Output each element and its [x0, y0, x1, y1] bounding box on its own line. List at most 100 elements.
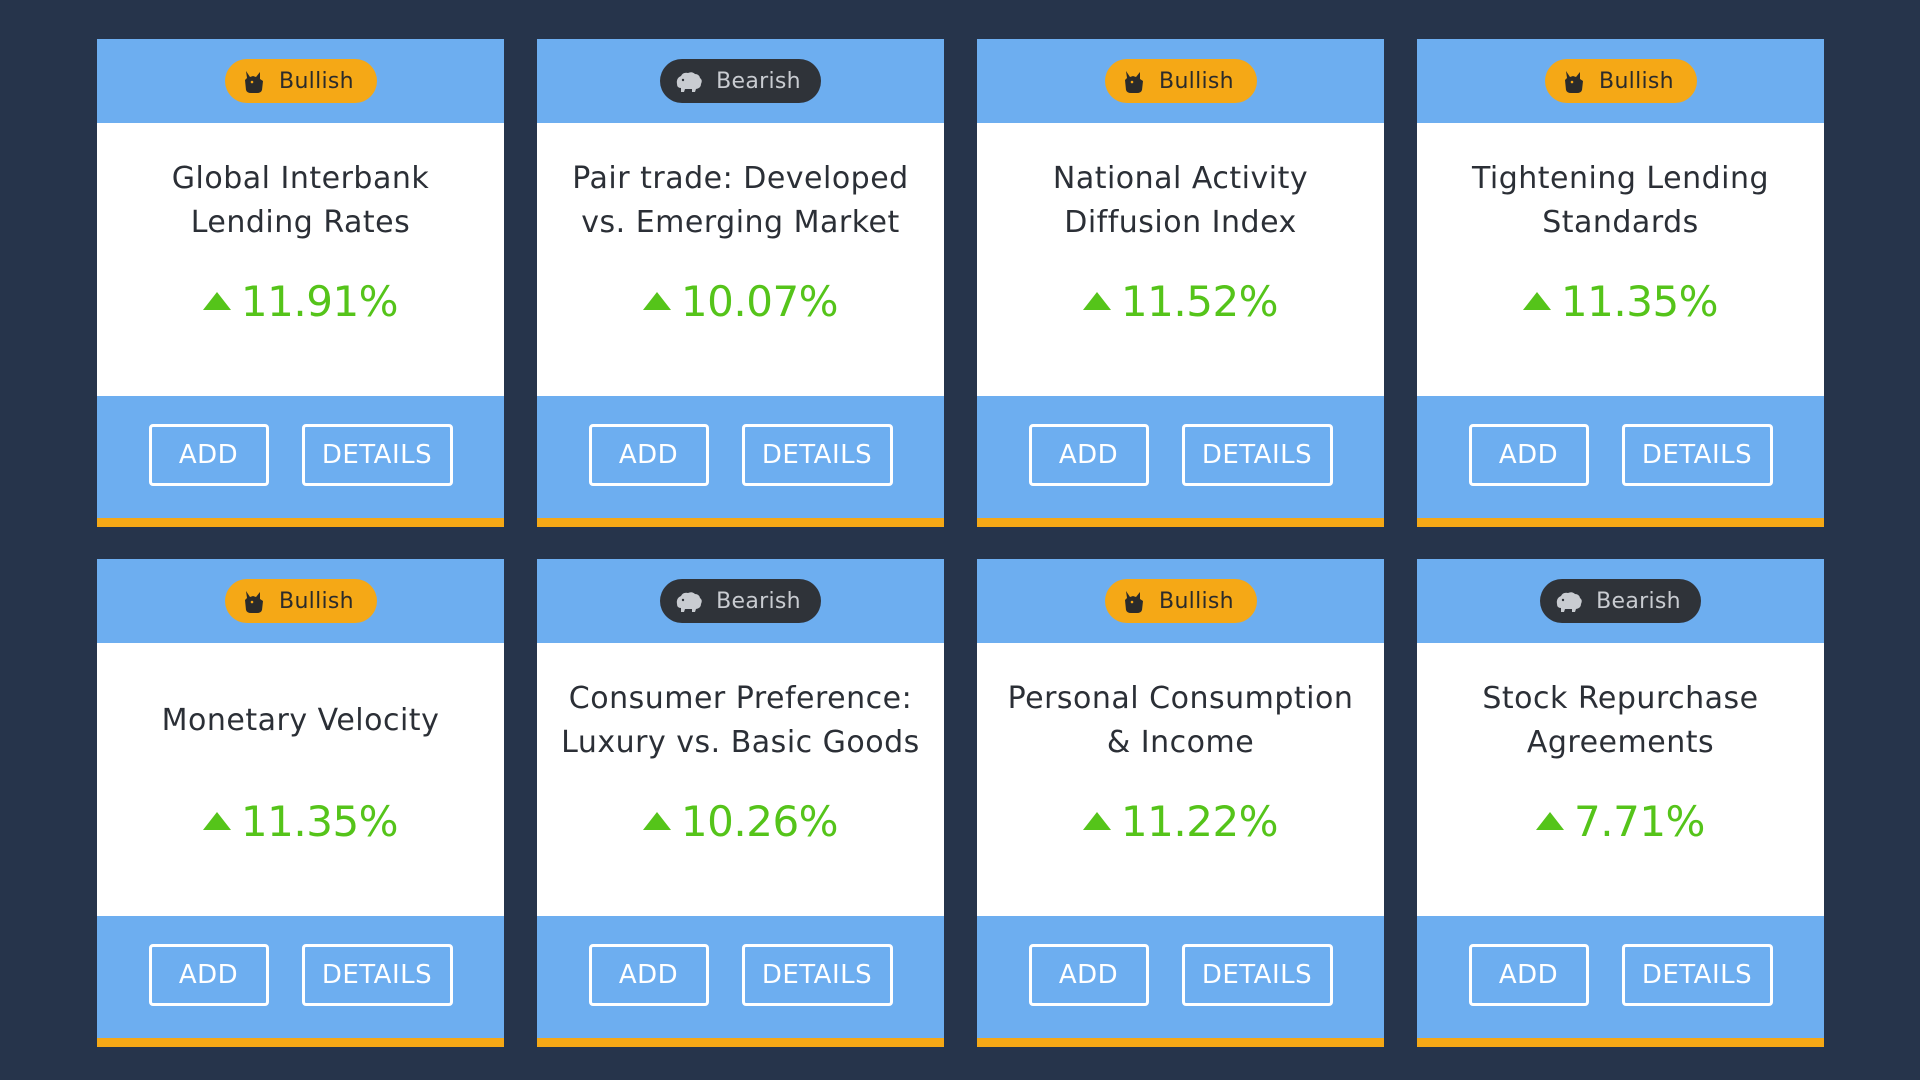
- add-button[interactable]: ADD: [1028, 944, 1149, 1006]
- indicator-title-text: National Activity Diffusion Index: [1053, 157, 1308, 245]
- change-value: 11.52%: [1082, 277, 1279, 326]
- card-header: Bullish: [977, 39, 1384, 123]
- sentiment-label: Bullish: [279, 68, 354, 94]
- indicator-title: Consumer Preference: Luxury vs. Basic Goo…: [561, 643, 921, 793]
- change-value: 10.26%: [642, 797, 839, 846]
- change-percent: 11.52%: [1120, 277, 1279, 326]
- change-percent: 10.26%: [680, 797, 839, 846]
- card-header: Bullish: [97, 559, 504, 643]
- indicator-title: Personal Consumption & Income: [1001, 643, 1361, 793]
- indicator-card-8: Bearish Stock Repurchase Agreements 7.71%…: [1417, 559, 1824, 1047]
- card-body: Consumer Preference: Luxury vs. Basic Goo…: [537, 643, 944, 916]
- sentiment-label: Bearish: [1596, 588, 1681, 614]
- add-button[interactable]: ADD: [148, 944, 269, 1006]
- indicator-title-line: Tightening Lending: [1471, 161, 1770, 196]
- change-percent: 11.91%: [240, 277, 399, 326]
- change-percent: 11.35%: [240, 797, 399, 846]
- arrow-up-icon: [1082, 811, 1111, 830]
- bull-icon: [1121, 588, 1147, 614]
- indicator-card-7: Bullish Personal Consumption & Income 11.…: [977, 559, 1384, 1047]
- sentiment-label: Bullish: [1159, 68, 1234, 94]
- bull-icon: [241, 68, 267, 94]
- change-percent: 10.07%: [680, 277, 839, 326]
- indicator-card-5: Bullish Monetary Velocity 11.35% ADD DET…: [97, 559, 504, 1047]
- indicator-title: Pair trade: Developed vs. Emerging Market: [561, 123, 921, 273]
- change-percent: 11.35%: [1560, 277, 1719, 326]
- arrow-up-icon: [1522, 291, 1551, 310]
- indicator-title-text: Global Interbank Lending Rates: [172, 157, 429, 245]
- bullish-badge: Bullish: [224, 59, 377, 103]
- change-value: 7.71%: [1536, 797, 1705, 846]
- details-button[interactable]: DETAILS: [301, 424, 453, 486]
- indicator-title: Stock Repurchase Agreements: [1441, 643, 1801, 793]
- sentiment-label: Bearish: [716, 68, 801, 94]
- card-body: Stock Repurchase Agreements 7.71%: [1417, 643, 1824, 916]
- indicator-title-line: Monetary Velocity: [161, 703, 440, 738]
- indicator-title-line: Standards: [1542, 205, 1699, 240]
- sentiment-label: Bullish: [1159, 588, 1234, 614]
- indicator-title-line: Pair trade: Developed: [572, 161, 909, 196]
- card-footer: ADD DETAILS: [1417, 916, 1824, 1047]
- change-percent: 7.71%: [1574, 797, 1705, 846]
- details-button[interactable]: DETAILS: [741, 424, 893, 486]
- card-footer: ADD DETAILS: [977, 396, 1384, 527]
- change-value: 11.35%: [202, 797, 399, 846]
- bear-icon: [674, 68, 704, 94]
- arrow-up-icon: [1082, 291, 1111, 310]
- add-button[interactable]: ADD: [1468, 424, 1589, 486]
- indicator-title-line: Agreements: [1526, 725, 1715, 760]
- card-header: Bearish: [537, 559, 944, 643]
- card-header: Bearish: [1417, 559, 1824, 643]
- indicator-title-line: Global Interbank: [171, 161, 430, 196]
- card-body: Personal Consumption & Income 11.22%: [977, 643, 1384, 916]
- sentiment-label: Bearish: [716, 588, 801, 614]
- add-button[interactable]: ADD: [148, 424, 269, 486]
- indicator-title-line: Personal Consumption: [1007, 681, 1354, 716]
- sentiment-label: Bullish: [1599, 68, 1674, 94]
- bear-icon: [1554, 588, 1584, 614]
- card-footer: ADD DETAILS: [97, 396, 504, 527]
- indicator-card-grid: Bullish Global Interbank Lending Rates 11…: [97, 39, 1825, 1047]
- add-button[interactable]: ADD: [1468, 944, 1589, 1006]
- details-button[interactable]: DETAILS: [1181, 424, 1333, 486]
- card-footer: ADD DETAILS: [977, 916, 1384, 1047]
- indicator-title-line: National Activity: [1052, 161, 1309, 196]
- card-footer: ADD DETAILS: [1417, 396, 1824, 527]
- change-value: 11.35%: [1522, 277, 1719, 326]
- change-value: 11.22%: [1082, 797, 1279, 846]
- card-body: National Activity Diffusion Index 11.52%: [977, 123, 1384, 396]
- card-footer: ADD DETAILS: [97, 916, 504, 1047]
- bear-icon: [674, 588, 704, 614]
- details-button[interactable]: DETAILS: [741, 944, 893, 1006]
- indicator-title: Monetary Velocity: [121, 643, 481, 793]
- details-button[interactable]: DETAILS: [1181, 944, 1333, 1006]
- bullish-badge: Bullish: [1544, 59, 1697, 103]
- bearish-badge: Bearish: [1540, 579, 1701, 623]
- indicator-card-6: Bearish Consumer Preference: Luxury vs. B…: [537, 559, 944, 1047]
- indicator-card-4: Bullish Tightening Lending Standards 11.3…: [1417, 39, 1824, 527]
- card-header: Bullish: [977, 559, 1384, 643]
- indicator-title: Tightening Lending Standards: [1441, 123, 1801, 273]
- indicator-title-line: vs. Emerging Market: [581, 205, 900, 240]
- indicator-title-text: Monetary Velocity: [162, 699, 440, 743]
- details-button[interactable]: DETAILS: [301, 944, 453, 1006]
- arrow-up-icon: [202, 291, 231, 310]
- indicator-title-line: & Income: [1106, 725, 1255, 760]
- indicator-title-text: Personal Consumption & Income: [1008, 677, 1354, 765]
- indicator-title-line: Consumer Preference:: [568, 681, 913, 716]
- card-footer: ADD DETAILS: [537, 396, 944, 527]
- arrow-up-icon: [1536, 811, 1565, 830]
- details-button[interactable]: DETAILS: [1621, 424, 1773, 486]
- add-button[interactable]: ADD: [588, 424, 709, 486]
- add-button[interactable]: ADD: [588, 944, 709, 1006]
- bullish-badge: Bullish: [224, 579, 377, 623]
- bull-icon: [1561, 68, 1587, 94]
- details-button[interactable]: DETAILS: [1621, 944, 1773, 1006]
- arrow-up-icon: [202, 811, 231, 830]
- indicator-title-line: Lending Rates: [190, 205, 411, 240]
- card-body: Monetary Velocity 11.35%: [97, 643, 504, 916]
- add-button[interactable]: ADD: [1028, 424, 1149, 486]
- indicator-title-line: Diffusion Index: [1064, 205, 1297, 240]
- bull-icon: [241, 588, 267, 614]
- card-body: Tightening Lending Standards 11.35%: [1417, 123, 1824, 396]
